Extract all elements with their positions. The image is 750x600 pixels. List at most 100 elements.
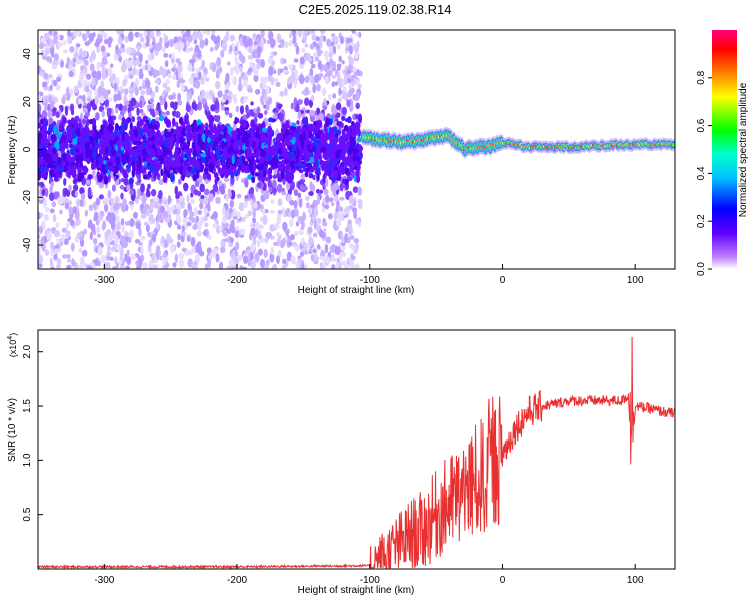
heatmap-cell: [158, 179, 164, 186]
heatmap-cell: [138, 102, 142, 108]
heatmap-cell: [157, 213, 163, 223]
heatmap-cell: [108, 212, 115, 218]
heatmap-cell: [250, 227, 256, 237]
heatmap-cell: [265, 85, 270, 94]
heatmap-cell: [253, 163, 257, 172]
heatmap-cell: [94, 258, 99, 267]
heatmap-cell: [308, 191, 314, 196]
heatmap-cell: [81, 33, 86, 40]
heatmap-cell: [355, 78, 360, 86]
heatmap-cell: [186, 221, 192, 227]
heatmap-cell: [107, 123, 113, 132]
heatmap-cell: [98, 86, 103, 92]
heatmap-cell: [257, 248, 263, 256]
heatmap-cell: [314, 199, 319, 207]
heatmap-cell: [44, 102, 48, 112]
heatmap-cell: [222, 93, 229, 101]
heatmap-cell: [319, 30, 326, 35]
heatmap-cell: [259, 163, 265, 170]
heatmap-cell: [259, 169, 264, 178]
heatmap-cell: [53, 124, 58, 135]
heatmap-cell: [311, 34, 317, 41]
heatmap-cell: [178, 252, 185, 260]
heatmap-cell: [171, 67, 176, 72]
heatmap-cell: [196, 220, 202, 231]
heatmap-cell: [52, 135, 57, 143]
heatmap-cell: [305, 52, 311, 59]
heatmap-cell: [103, 32, 108, 41]
heatmap-cell: [104, 99, 110, 107]
heatmap-cell: [136, 107, 140, 116]
heatmap-cell: [146, 187, 150, 192]
heatmap-cell: [246, 111, 250, 119]
heatmap-cell: [58, 122, 65, 131]
heatmap-cell: [52, 107, 57, 112]
heatmap-cell: [165, 78, 170, 85]
heatmap-cell: [268, 66, 274, 76]
heatmap-cell: [118, 114, 124, 121]
heatmap-cell: [349, 234, 355, 240]
heatmap-cell: [232, 75, 237, 86]
heatmap-cell: [312, 248, 317, 254]
heatmap-cell: [217, 167, 223, 174]
heatmap-cell: [239, 105, 245, 115]
heatmap-cell: [252, 217, 257, 224]
heatmap-cell: [237, 254, 243, 261]
heatmap-cell: [299, 184, 304, 192]
heatmap-cell: [102, 143, 107, 150]
heatmap-cell: [128, 31, 134, 41]
heatmap-cell: [192, 174, 197, 182]
heatmap-cell: [193, 189, 199, 196]
heatmap-cell: [252, 32, 257, 41]
heatmap-cell: [295, 139, 301, 146]
heatmap-cell: [216, 150, 221, 161]
heatmap-cell: [142, 261, 148, 269]
heatmap-cell: [191, 101, 197, 110]
heatmap-cell: [263, 189, 270, 200]
heatmap-cell: [70, 59, 74, 65]
heatmap-cell: [305, 167, 311, 173]
heatmap-cell: [354, 31, 360, 37]
heatmap-cell: [167, 140, 174, 151]
heatmap-cell: [140, 235, 146, 241]
heatmap-cell: [72, 206, 78, 214]
heatmap-cell: [150, 102, 155, 110]
heatmap-cell: [62, 254, 68, 259]
heatmap-cell: [252, 208, 256, 219]
heatmap-cell: [208, 162, 214, 173]
heatmap-cell: [229, 34, 235, 42]
heatmap-cell: [254, 67, 259, 77]
heatmap-cell: [335, 262, 339, 269]
heatmap-cell: [59, 209, 63, 215]
heatmap-cell: [240, 228, 246, 235]
heatmap-cell: [232, 93, 237, 103]
heatmap-cell: [181, 83, 185, 93]
heatmap-cell: [341, 60, 345, 65]
heatmap-cell: [136, 188, 141, 198]
heatmap-cell: [122, 104, 128, 112]
heatmap-cell: [336, 112, 341, 119]
heatmap-cell: [298, 229, 304, 236]
heatmap-cell: [102, 197, 109, 203]
heatmap-cell: [228, 112, 233, 119]
heatmap-cell: [86, 156, 91, 165]
heatmap-cell: [186, 194, 190, 203]
heatmap-cell: [299, 215, 303, 223]
heatmap-cell: [191, 243, 197, 254]
heatmap-cell: [194, 79, 201, 89]
heatmap-cell: [336, 199, 340, 209]
heatmap-cell: [238, 53, 244, 62]
heatmap-cell: [276, 33, 282, 43]
heatmap-cell: [344, 78, 348, 86]
heatmap-cell: [179, 258, 185, 268]
heatmap-cell: [199, 39, 205, 49]
heatmap-cell: [107, 66, 113, 77]
heatmap-cell: [96, 38, 101, 44]
heatmap-cell: [242, 79, 248, 88]
heatmap-cell: [38, 198, 44, 204]
heatmap-cell: [205, 30, 210, 34]
heatmap-cell: [254, 172, 260, 177]
heatmap-cell: [62, 116, 67, 124]
heatmap-cell: [175, 111, 181, 119]
heatmap-cell: [110, 197, 114, 204]
